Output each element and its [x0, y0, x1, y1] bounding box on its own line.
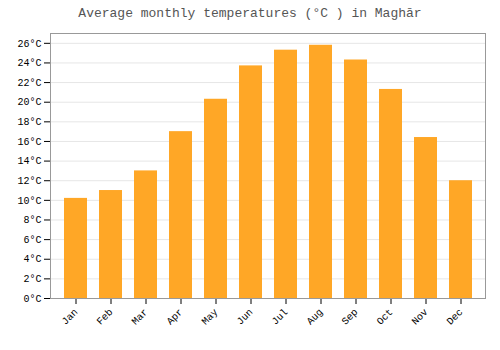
svg-text:24°C: 24°C — [17, 58, 41, 69]
svg-text:Nov: Nov — [410, 307, 431, 328]
svg-text:8°C: 8°C — [23, 215, 41, 226]
svg-text:10°C: 10°C — [17, 196, 41, 207]
svg-text:Sep: Sep — [340, 307, 361, 328]
svg-text:20°C: 20°C — [17, 97, 41, 108]
svg-text:6°C: 6°C — [23, 235, 41, 246]
svg-text:26°C: 26°C — [17, 39, 41, 50]
svg-text:2°C: 2°C — [23, 274, 41, 285]
svg-text:0°C: 0°C — [23, 294, 41, 305]
svg-text:Jul: Jul — [270, 307, 291, 328]
svg-text:16°C: 16°C — [17, 137, 41, 148]
svg-text:Aug: Aug — [305, 307, 326, 328]
svg-text:Jun: Jun — [235, 307, 256, 328]
svg-text:Feb: Feb — [95, 307, 116, 328]
svg-text:Dec: Dec — [445, 307, 466, 328]
svg-text:Jan: Jan — [60, 307, 81, 328]
svg-text:18°C: 18°C — [17, 117, 41, 128]
svg-text:14°C: 14°C — [17, 156, 41, 167]
svg-text:Apr: Apr — [165, 307, 186, 328]
svg-text:Mar: Mar — [130, 307, 151, 328]
svg-text:May: May — [200, 307, 221, 328]
svg-text:12°C: 12°C — [17, 176, 41, 187]
svg-text:Oct: Oct — [375, 307, 396, 328]
svg-text:22°C: 22°C — [17, 78, 41, 89]
html-text:Average monthly temperatures (: Average monthly temperatures (°C ) in Ma… — [78, 6, 422, 21]
svg-text:4°C: 4°C — [23, 254, 41, 265]
